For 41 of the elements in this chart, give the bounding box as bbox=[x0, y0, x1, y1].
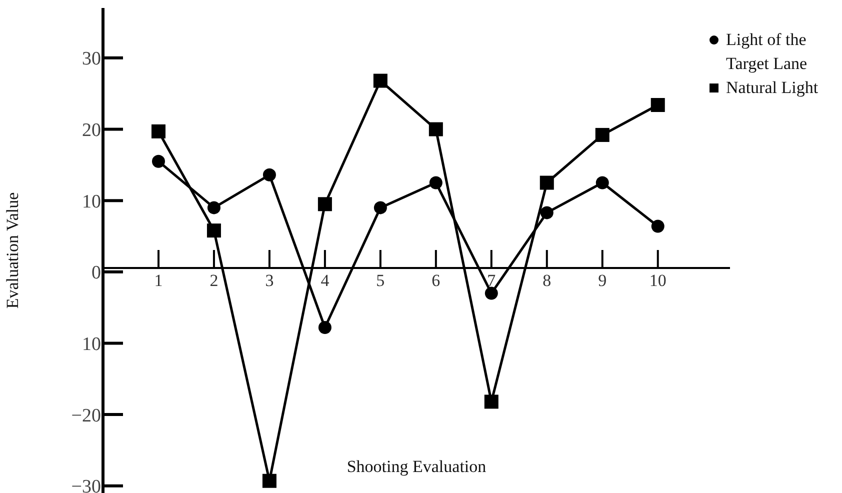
x-tick-label: 5 bbox=[376, 271, 385, 290]
y-tick-label: −20 bbox=[71, 405, 101, 426]
x-tick-label: 6 bbox=[432, 271, 440, 290]
y-tick-label: 30 bbox=[82, 48, 101, 70]
point bbox=[206, 224, 221, 238]
point bbox=[596, 176, 609, 190]
point bbox=[151, 124, 166, 138]
legend-label: Natural Light bbox=[726, 77, 818, 99]
y-tick-label: 10 bbox=[82, 191, 101, 212]
y-tick-label: 20 bbox=[82, 120, 101, 141]
x-tick-label: 8 bbox=[542, 271, 552, 290]
y-axis-title: Evaluation Value bbox=[3, 192, 22, 309]
x-tick-label: 3 bbox=[265, 271, 274, 290]
point bbox=[373, 74, 388, 88]
x-tick-label: 1 bbox=[154, 271, 163, 290]
y-tick-label: 10 bbox=[82, 334, 101, 355]
y-tick-label: −30 bbox=[71, 476, 101, 493]
point bbox=[152, 154, 165, 168]
point bbox=[207, 201, 220, 214]
x-tick-label: 2 bbox=[210, 271, 218, 290]
x-axis-title: Shooting Evaluation bbox=[346, 457, 488, 477]
y-tick-label: 0 bbox=[92, 262, 101, 284]
point bbox=[595, 128, 610, 142]
x-tick-label: 4 bbox=[320, 271, 330, 290]
point bbox=[429, 176, 442, 190]
x-tick-label: 9 bbox=[598, 271, 607, 290]
point bbox=[650, 98, 665, 112]
point bbox=[651, 220, 664, 233]
point bbox=[428, 122, 443, 136]
point bbox=[318, 321, 332, 334]
point bbox=[318, 197, 332, 212]
point bbox=[374, 201, 387, 214]
point bbox=[540, 206, 554, 220]
x-tick-label: 7 bbox=[487, 271, 496, 290]
point bbox=[484, 394, 498, 409]
legend-label: Light of the Target Lane bbox=[726, 29, 808, 75]
point bbox=[262, 168, 276, 182]
x-tick-label: 10 bbox=[649, 271, 666, 290]
point bbox=[484, 286, 498, 300]
point bbox=[540, 176, 554, 190]
point bbox=[262, 474, 276, 488]
